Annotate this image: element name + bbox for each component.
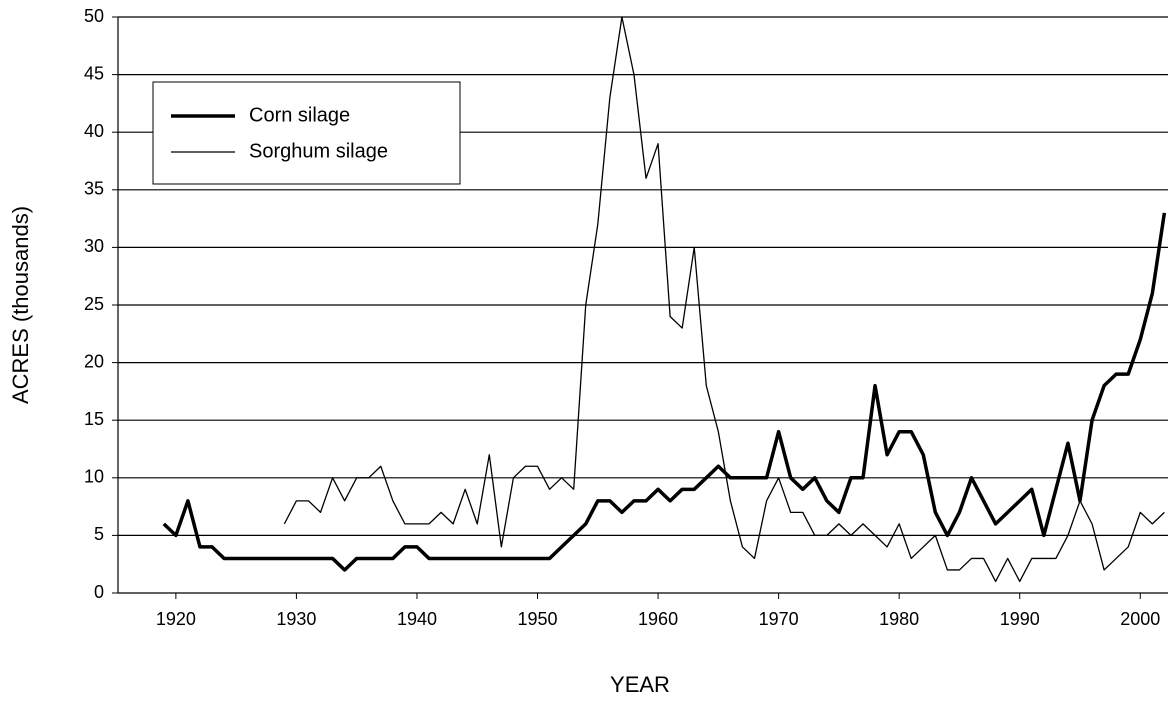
y-tick-label: 0 [94, 582, 104, 602]
y-tick-label: 15 [84, 409, 104, 429]
legend-label: Corn silage [249, 104, 350, 126]
x-tick-label: 1990 [1000, 609, 1040, 629]
y-tick-label: 5 [94, 524, 104, 544]
y-axis-title: ACRES (thousands) [8, 206, 33, 404]
legend-label: Sorghum silage [249, 140, 388, 162]
y-tick-label: 10 [84, 467, 104, 487]
y-tick-label: 20 [84, 351, 104, 371]
legend-box [152, 81, 461, 185]
series-line [283, 16, 1165, 583]
y-tick-label: 35 [84, 179, 104, 199]
x-axis-title: YEAR [610, 672, 670, 697]
x-tick-label: 1980 [879, 609, 919, 629]
x-tick-label: 1940 [397, 609, 437, 629]
y-tick-label: 50 [84, 6, 104, 26]
x-tick-label: 2000 [1120, 609, 1160, 629]
y-tick-label: 30 [84, 236, 104, 256]
y-tick-label: 40 [84, 121, 104, 141]
x-tick-label: 1950 [517, 609, 557, 629]
series-line [162, 212, 1167, 572]
x-tick-label: 1970 [759, 609, 799, 629]
x-tick-label: 1930 [276, 609, 316, 629]
x-tick-label: 1920 [156, 609, 196, 629]
x-tick-label: 1960 [638, 609, 678, 629]
y-tick-label: 45 [84, 63, 104, 83]
y-tick-label: 25 [84, 294, 104, 314]
